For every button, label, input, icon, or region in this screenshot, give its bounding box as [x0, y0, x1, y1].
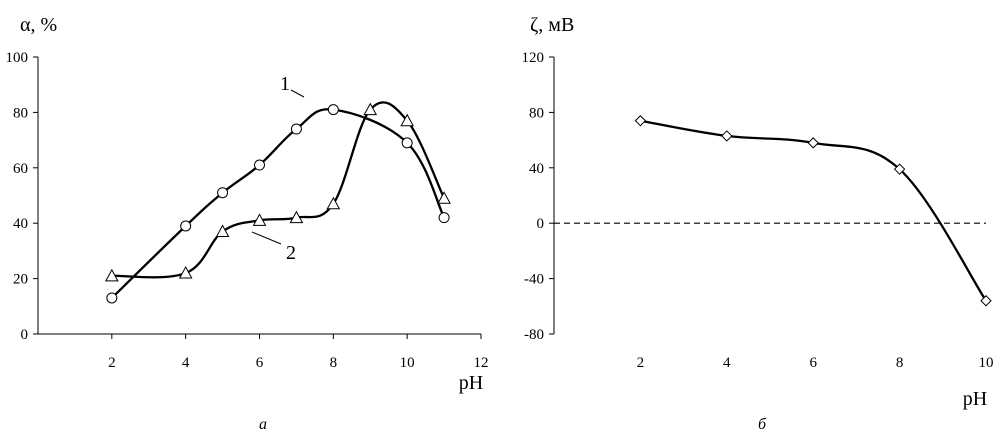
panel-a-series-1-point	[180, 220, 192, 232]
panel-a-y-axis-title: α, %	[20, 14, 57, 36]
chart-panel-a: 0 20 40 60 80 100 2 4 6 8 10 12 α, % pH а 1 2	[6, 14, 489, 433]
panel-a-series-2-point	[363, 102, 378, 116]
panel-a-series-1-point	[438, 212, 450, 224]
panel-a-series-2-point	[178, 266, 193, 279]
chart-panel-b: -80 -40 0 40 80 120 2 4 6 8 10 ζ, мВ pH б	[522, 14, 994, 433]
panel-b-x-ticks: 2 4 6 8 10	[637, 355, 994, 371]
series-2-leader-line	[251, 231, 282, 245]
panel-b-x-tick-label: 2	[637, 355, 645, 371]
panel-b-x-tick-label: 10	[979, 355, 994, 371]
panel-a-y-ticks: 0 20 40 60 80 100	[6, 50, 38, 343]
panel-b-y-ticks: -80 -40 0 40 80 120	[522, 50, 554, 343]
panel-a-series-1-point	[254, 159, 265, 171]
panel-b-series-1-point	[634, 115, 647, 127]
panel-a-x-tick-label: 8	[330, 355, 338, 371]
panel-a-y-tick-label: 0	[21, 327, 29, 343]
panel-a-series-1-point	[106, 292, 118, 304]
panel-b-y-tick-label: 80	[529, 105, 544, 121]
series-1-leader-line	[290, 89, 305, 98]
panel-a-x-tick-label: 12	[474, 355, 489, 371]
panel-a-series-1-line	[110, 108, 446, 299]
panel-a-x-tick-label: 4	[182, 355, 190, 371]
series-1-label: 1	[280, 73, 290, 95]
panel-b-x-tick-label: 8	[896, 355, 904, 371]
series-2-label: 2	[286, 242, 296, 264]
panel-b-y-tick-label: 0	[537, 216, 545, 232]
panel-a-y-tick-label: 100	[6, 50, 29, 66]
panel-a-y-tick-label: 80	[13, 105, 28, 121]
panel-a-series-1-point	[217, 187, 229, 199]
panel-b-series	[634, 115, 992, 307]
panel-a-series-2-point	[104, 268, 119, 282]
panel-a-series-1-point	[327, 104, 339, 116]
panel-a-y-tick-label: 60	[13, 161, 28, 177]
panel-a-x-tick-label: 2	[108, 355, 116, 371]
panel-a-letter: а	[259, 416, 267, 433]
panel-a-series-1-point	[290, 123, 302, 135]
panel-a-series-2-point	[437, 191, 451, 204]
panel-a-series-2-point	[215, 224, 230, 238]
panel-b-y-tick-label: -80	[524, 327, 544, 343]
panel-b-x-axis-title: pH	[963, 388, 987, 410]
panel-a-series	[104, 101, 451, 304]
panel-a-y-tick-label: 20	[13, 272, 28, 288]
panel-a-series-2-point	[400, 113, 415, 127]
panel-b-y-axis-title: ζ, мВ	[530, 14, 574, 36]
panel-a-series-2-point	[252, 213, 267, 226]
panel-b-letter: б	[758, 416, 767, 433]
panel-b-y-tick-label: -40	[524, 272, 544, 288]
panel-b-series-1-point	[807, 137, 819, 149]
panel-b-series-1-point	[721, 130, 733, 142]
panel-a-y-tick-label: 40	[13, 216, 28, 232]
panel-a-series-2-point	[326, 196, 341, 210]
panel-a-series-2-point	[289, 210, 304, 224]
panel-b-series-1-point	[893, 163, 906, 175]
panel-a-series-2-line	[111, 101, 446, 279]
panel-b-x-tick-label: 4	[723, 355, 731, 371]
panel-b-y-tick-label: 120	[522, 50, 545, 66]
panel-a-x-tick-label: 6	[256, 355, 264, 371]
panel-b-x-tick-label: 6	[809, 355, 817, 371]
panel-a-series-1-point	[401, 137, 413, 149]
panel-b-series-1-point	[980, 295, 992, 307]
panel-a-x-tick-label: 10	[400, 355, 415, 371]
panel-a-x-ticks: 2 4 6 8 10 12	[108, 334, 489, 371]
panel-b-y-tick-label: 40	[529, 161, 544, 177]
panel-a-x-axis-title: pH	[459, 372, 483, 394]
